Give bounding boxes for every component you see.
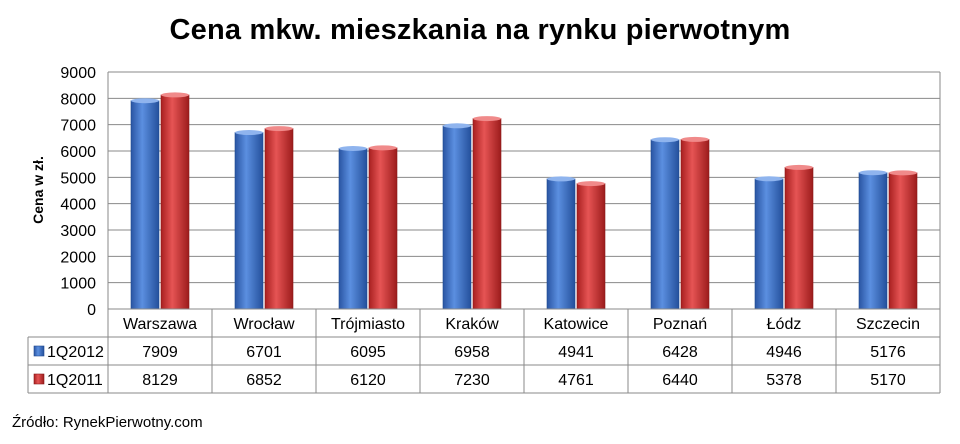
category-label: Wrocław <box>233 316 294 333</box>
category-label: Warszawa <box>123 316 197 333</box>
bar-cap <box>755 176 783 182</box>
table-value: 7909 <box>142 344 178 361</box>
table-value: 6440 <box>662 372 698 389</box>
table-value: 6120 <box>350 372 386 389</box>
bar-1Q2011-Szczecin <box>888 172 918 310</box>
legend-key-1Q2011 <box>33 373 45 385</box>
bar-cap <box>651 137 679 143</box>
bar-1Q2012-Trójmiasto <box>338 148 368 310</box>
table-value: 6958 <box>454 344 490 361</box>
category-label: Kraków <box>445 316 499 333</box>
bar-cap <box>889 170 917 176</box>
y-tick-label: 1000 <box>60 276 96 293</box>
bar-1Q2011-Kraków <box>472 118 502 310</box>
bar-cap <box>339 145 367 151</box>
bar-1Q2012-Kraków <box>442 125 472 310</box>
bar-cap <box>859 170 887 176</box>
table-value: 6095 <box>350 344 386 361</box>
bar-1Q2012-Szczecin <box>858 172 888 310</box>
table-value: 6852 <box>246 372 282 389</box>
chart-title: Cena mkw. mieszkania na rynku pierwotnym <box>169 14 791 46</box>
bar-1Q2011-Poznań <box>680 139 710 310</box>
bars <box>130 92 918 310</box>
table-value: 5170 <box>870 372 906 389</box>
bar-cap <box>785 164 813 170</box>
y-tick-label: 9000 <box>60 65 96 82</box>
y-tick-label: 8000 <box>60 91 96 108</box>
table-value: 5378 <box>766 372 802 389</box>
category-label: Poznań <box>653 316 707 333</box>
bar-1Q2011-Warszawa <box>160 94 190 310</box>
bar-cap <box>547 176 575 182</box>
table-value: 6701 <box>246 344 282 361</box>
bar-cap <box>161 92 189 98</box>
bar-1Q2012-Warszawa <box>130 100 160 310</box>
table-value: 6428 <box>662 344 698 361</box>
bar-1Q2011-Łódz <box>784 167 814 310</box>
table-value: 4761 <box>558 372 594 389</box>
gridlines <box>107 71 941 310</box>
bar-1Q2012-Łódz <box>754 178 784 310</box>
bar-1Q2012-Wrocław <box>234 132 264 310</box>
y-tick-label: 7000 <box>60 118 96 135</box>
bar-1Q2011-Trójmiasto <box>368 147 398 310</box>
y-tick-label: 5000 <box>60 170 96 187</box>
legend-key-1Q2012 <box>33 345 45 357</box>
bar-cap <box>131 98 159 104</box>
y-tick-label: 4000 <box>60 197 96 214</box>
data-table: Warszawa Wrocław Trójmiasto Kraków Katowice P… <box>27 308 941 394</box>
bar-cap <box>265 126 293 132</box>
y-tick-label: 3000 <box>60 223 96 240</box>
bar-cap <box>235 130 263 136</box>
y-tick-label: 6000 <box>60 144 96 161</box>
bar-cap <box>577 181 605 187</box>
y-tick-labels: 0 1000 2000 3000 4000 5000 6000 7000 8000 9000 <box>60 65 96 319</box>
bar-1Q2012-Poznań <box>650 139 680 310</box>
bar-cap <box>443 123 471 129</box>
bar-cap <box>681 136 709 142</box>
bar-1Q2012-Katowice <box>546 178 576 310</box>
source-note: Źródło: RynekPierwotny.com <box>12 414 203 431</box>
y-tick-label: 2000 <box>60 249 96 266</box>
y-tick-label: 0 <box>87 302 96 319</box>
table-value: 7230 <box>454 372 490 389</box>
category-label: Łódz <box>767 316 802 333</box>
table-value: 4946 <box>766 344 802 361</box>
legend-label: 1Q2012 <box>47 344 104 361</box>
category-label: Katowice <box>544 316 609 333</box>
legend-label: 1Q2011 <box>47 372 103 389</box>
category-label: Trójmiasto <box>331 316 405 333</box>
table-value: 8129 <box>142 372 178 389</box>
table-value: 4941 <box>558 344 594 361</box>
table-value: 5176 <box>870 344 906 361</box>
bar-cap <box>473 116 501 122</box>
bar-cap <box>369 145 397 151</box>
bar-1Q2011-Wrocław <box>264 128 294 310</box>
bar-1Q2011-Katowice <box>576 183 606 310</box>
category-label: Szczecin <box>856 316 920 333</box>
